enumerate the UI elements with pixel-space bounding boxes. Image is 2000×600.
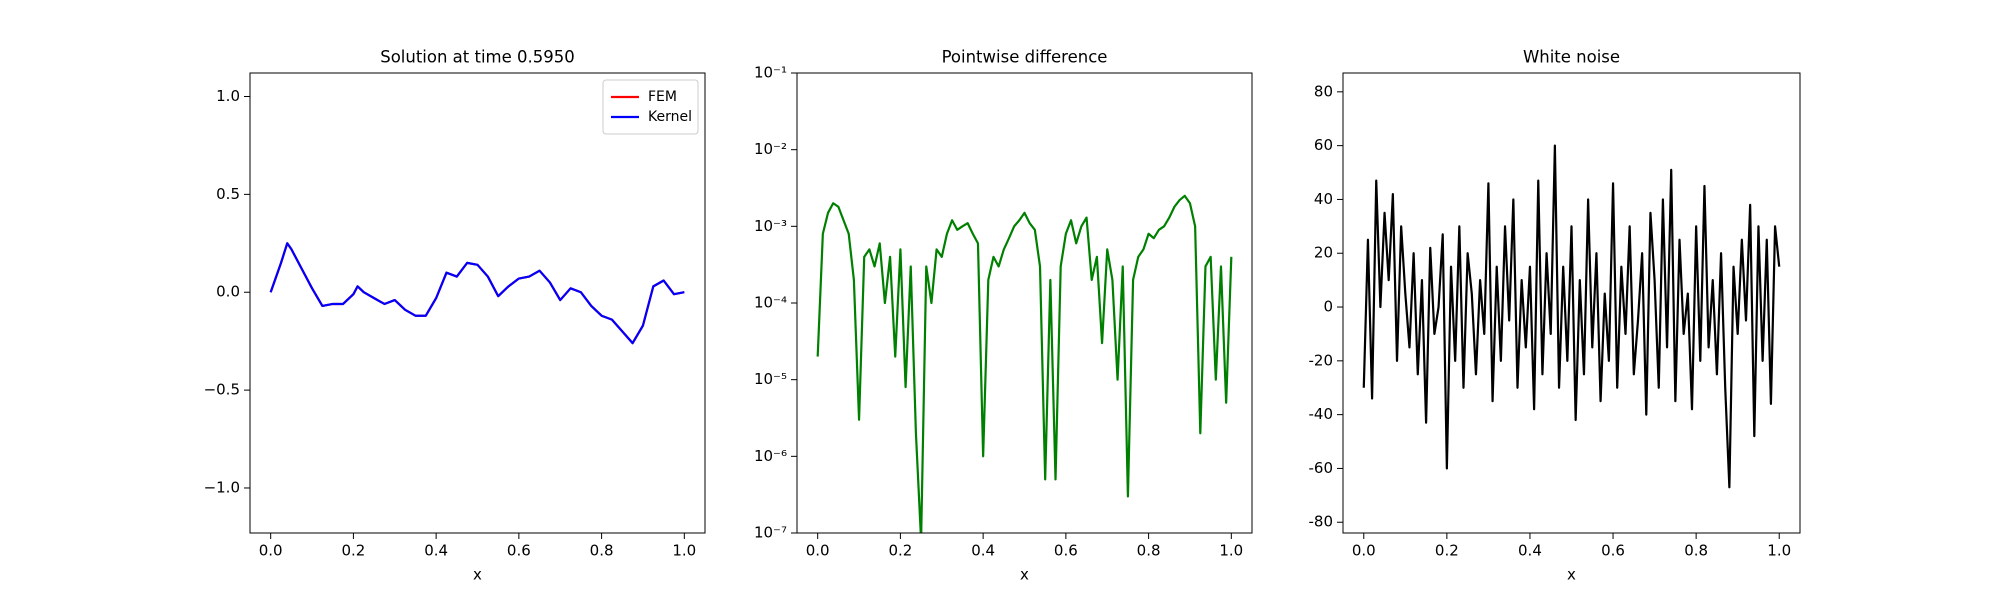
x-tick-label: 0.2 (341, 542, 365, 560)
legend-box (602, 79, 699, 135)
x-tick-label: 0.0 (1352, 542, 1376, 560)
x-tick-label: 0.4 (971, 542, 995, 560)
x-axis-label: x (1567, 566, 1576, 584)
x-axis-label: x (473, 566, 482, 584)
axes-frame (1342, 72, 1801, 534)
data-line (269, 242, 685, 345)
axes-frame (249, 72, 706, 534)
x-tick-label: 0.6 (1054, 542, 1078, 560)
x-tick-label: 0.8 (1684, 542, 1708, 560)
legend-label: FEM (648, 89, 677, 105)
plot-area (816, 194, 1233, 533)
x-axis-label: x (1020, 566, 1029, 584)
data-line (1362, 144, 1781, 489)
chart-title: Pointwise difference (942, 48, 1108, 67)
chart-title: Solution at time 0.5950 (380, 48, 575, 67)
y-tick-label: 10⁻⁶ (754, 447, 787, 465)
y-tick-label: 60 (1314, 136, 1333, 154)
y-tick-label: −0.5 (204, 381, 240, 399)
x-tick-label: 0.0 (259, 542, 283, 560)
x-tick-label: 0.6 (507, 542, 531, 560)
y-tick-label: 10⁻¹ (754, 64, 787, 82)
x-tick-label: 0.2 (888, 542, 912, 560)
y-tick-label: 0.0 (216, 283, 240, 301)
x-tick-label: 0.2 (1435, 542, 1459, 560)
y-tick-label: 10⁻² (754, 140, 787, 158)
x-tick-label: 0.6 (1601, 542, 1625, 560)
data-line (269, 242, 685, 345)
y-tick-label: 40 (1314, 190, 1333, 208)
y-tick-label: -20 (1309, 351, 1334, 369)
x-tick-label: 0.0 (806, 542, 830, 560)
y-tick-label: 10⁻⁴ (754, 294, 787, 312)
legend-label: Kernel (648, 109, 692, 125)
y-tick-label: -40 (1309, 405, 1334, 423)
x-tick-label: 1.0 (672, 542, 696, 560)
plot-area (1362, 144, 1781, 489)
y-tick-label: 1.0 (216, 87, 240, 105)
y-tick-label: 80 (1314, 82, 1333, 100)
y-tick-label: 10⁻⁷ (754, 524, 787, 542)
y-tick-label: 0 (1323, 298, 1333, 316)
y-tick-label: -60 (1309, 459, 1334, 477)
y-tick-label: 20 (1314, 244, 1333, 262)
x-tick-label: 0.8 (590, 542, 614, 560)
x-tick-label: 1.0 (1219, 542, 1243, 560)
x-tick-label: 0.8 (1137, 542, 1161, 560)
chart-title: White noise (1523, 48, 1620, 67)
y-tick-label: -80 (1309, 513, 1334, 531)
y-tick-label: 10⁻³ (754, 217, 787, 235)
x-tick-label: 0.4 (424, 542, 448, 560)
axes-frame (796, 72, 1253, 534)
plot-area (269, 242, 685, 345)
y-tick-label: 0.5 (216, 185, 240, 203)
x-tick-label: 0.4 (1518, 542, 1542, 560)
y-tick-label: −1.0 (204, 478, 240, 496)
x-tick-label: 1.0 (1767, 542, 1791, 560)
y-tick-label: 10⁻⁵ (754, 370, 787, 388)
data-line (816, 194, 1233, 533)
